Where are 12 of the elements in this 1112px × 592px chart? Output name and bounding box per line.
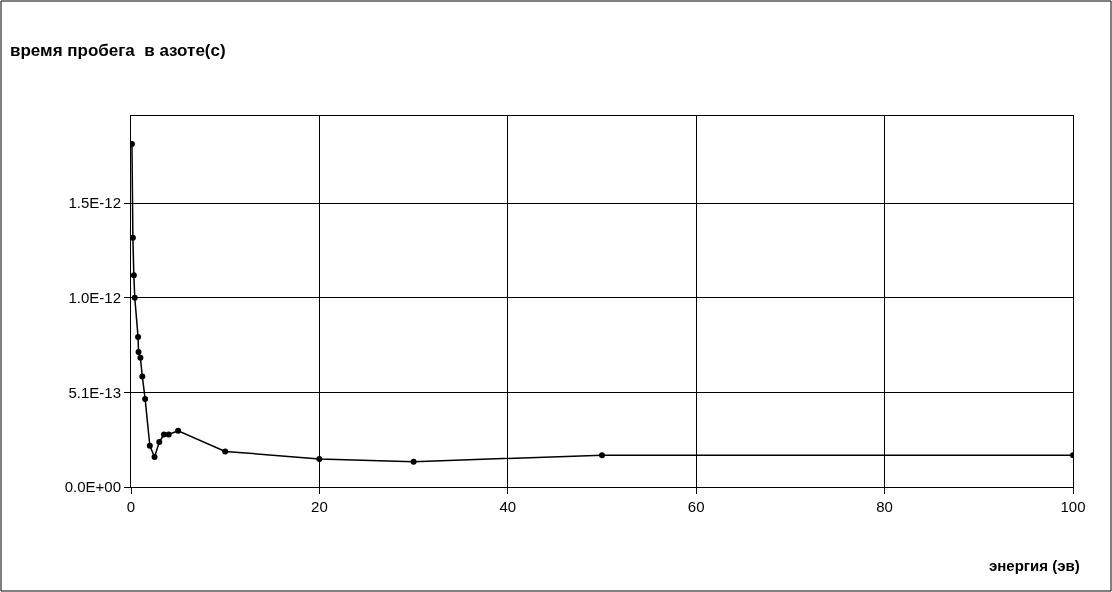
y-tick-label: 1.5E-12 [68,194,121,212]
y-tick-label: 1.0E-12 [68,289,121,306]
x-tick-label: 100 [1060,498,1086,515]
x-tick-label: 80 [876,498,893,515]
y-tick-label: 5.1E-13 [68,383,121,401]
x-tick-label: 0 [126,498,136,515]
x-tick-label: 20 [311,498,328,515]
chart-title: время пробега в азоте(с) [10,41,226,60]
y-tick-label: 0.0E+00 [64,478,121,496]
x-tick-label: 40 [499,498,517,515]
x-tick-label: 60 [687,498,705,515]
x-axis-title: энергия (эв) [989,557,1080,574]
